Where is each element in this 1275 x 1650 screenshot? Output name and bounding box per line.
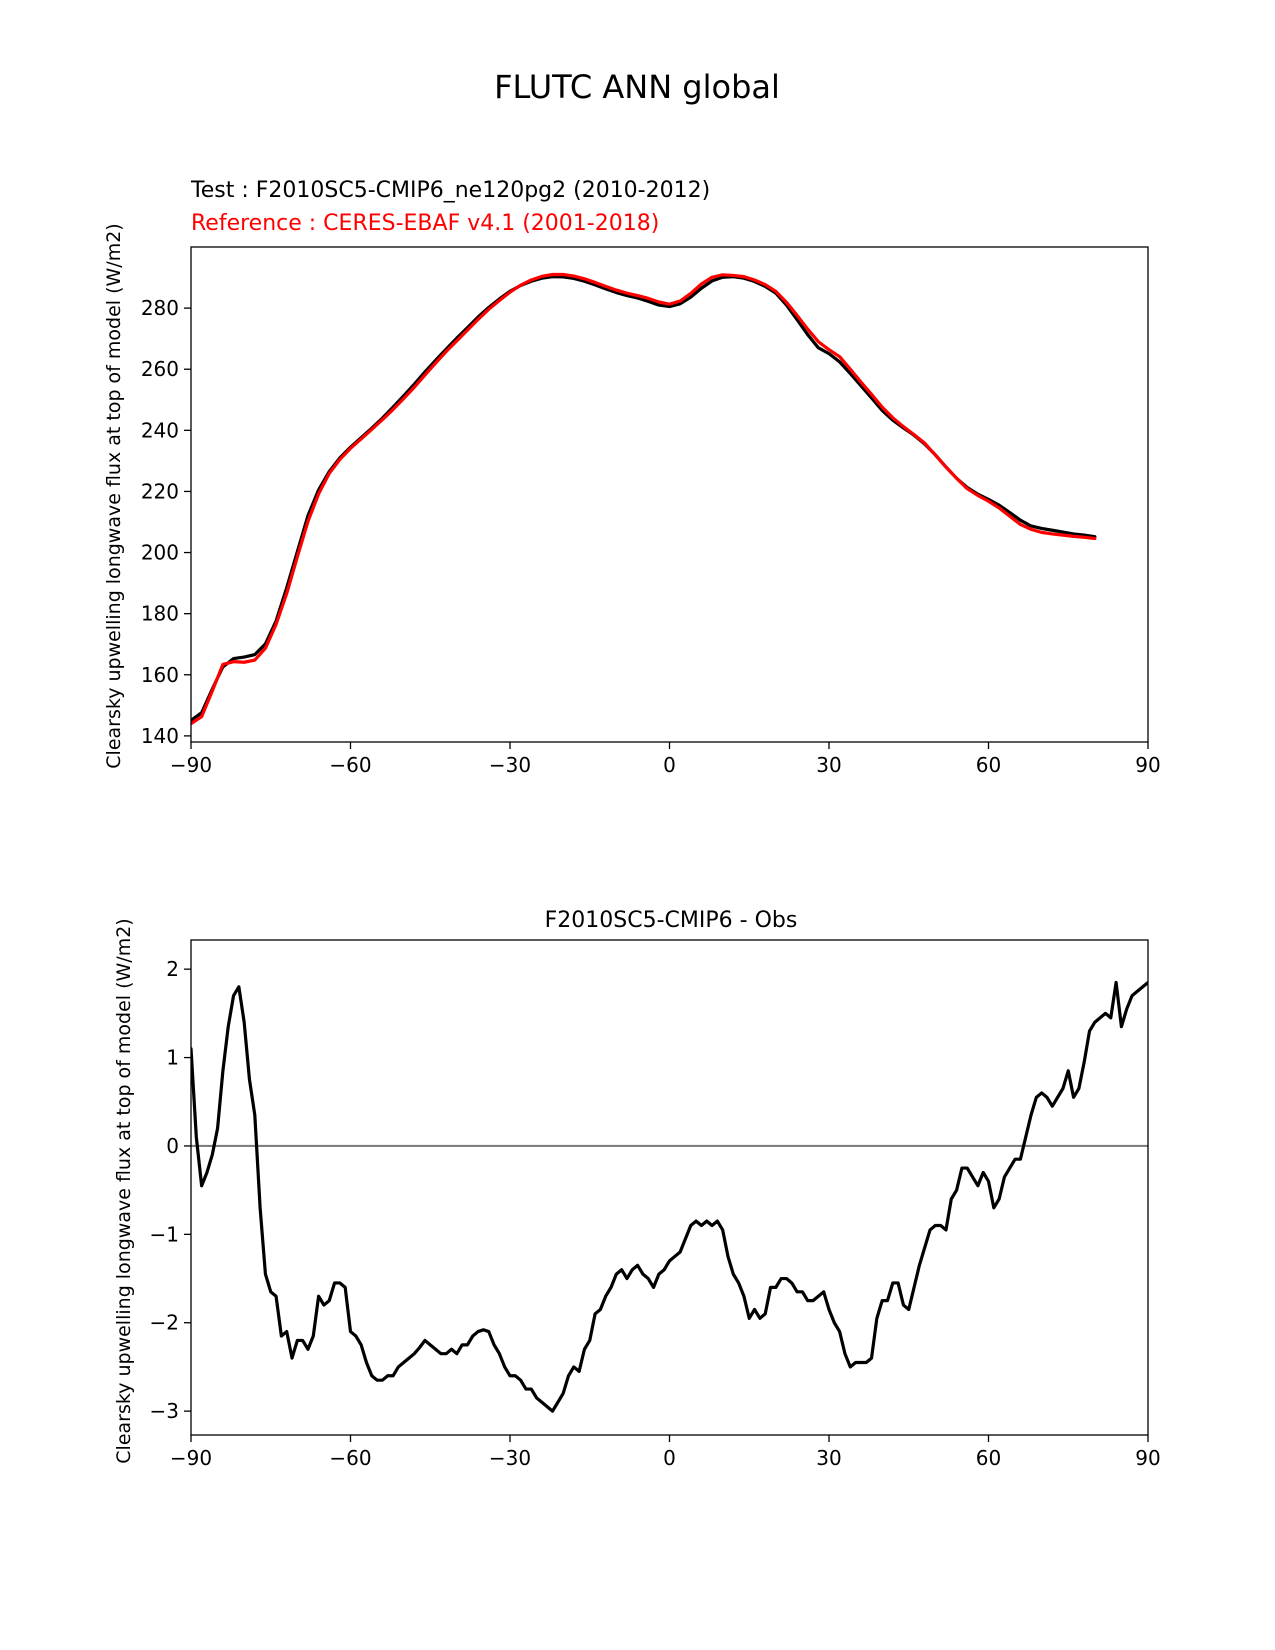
x-tick-label: 30	[816, 753, 841, 777]
panel-bottom: F2010SC5-CMIP6 - Obs Clearsky upwelling …	[113, 908, 1161, 1470]
y-tick-label: 200	[141, 541, 179, 565]
series-line-reference	[191, 272, 1097, 726]
x-tick-label: 60	[976, 1446, 1001, 1470]
y-tick-label: 0	[166, 1134, 179, 1158]
x-tick-label: −60	[329, 753, 371, 777]
y-tick-label: 240	[141, 418, 179, 442]
axes-frame	[190, 939, 1149, 1436]
series-group-bottom	[191, 980, 1148, 1413]
x-tick-label: −60	[329, 1446, 371, 1470]
x-tick-label: 90	[1135, 753, 1160, 777]
series-line-test-obs	[191, 980, 1148, 1413]
x-tick-label: 0	[663, 1446, 676, 1470]
figure-title: FLUTC ANN global	[494, 68, 780, 106]
y-tick-label: 2	[166, 957, 179, 981]
x-tick-label: 90	[1135, 1446, 1160, 1470]
series-group-top	[191, 272, 1097, 726]
axes-top: −90 −60 −30 0 30 60 90 140 160 180 200 220 240 260 280	[141, 246, 1161, 777]
x-tick-label: −90	[170, 1446, 212, 1470]
x-tick-label: −90	[170, 753, 212, 777]
y-tick-label: 140	[141, 724, 179, 748]
y-tick-label: 1	[166, 1046, 179, 1070]
y-tick-label: −3	[150, 1399, 179, 1423]
y-axis-label-top: Clearsky upwelling longwave flux at top …	[103, 223, 125, 768]
y-tick-label: 260	[141, 357, 179, 381]
x-tick-label: −30	[489, 753, 531, 777]
x-tick-label: 30	[816, 1446, 841, 1470]
y-tick-label: 280	[141, 296, 179, 320]
y-tick-label: 180	[141, 602, 179, 626]
panel-top: Test : F2010SC5-CMIP6_ne120pg2 (2010-201…	[103, 178, 1161, 777]
x-tick-label: −30	[489, 1446, 531, 1470]
y-tick-label: 160	[141, 663, 179, 687]
x-tick-label: 60	[976, 753, 1001, 777]
difference-title: F2010SC5-CMIP6 - Obs	[545, 908, 798, 933]
reference-label: Reference : CERES-EBAF v4.1 (2001-2018)	[191, 211, 659, 236]
series-line-test	[191, 275, 1097, 722]
y-tick-label: 220	[141, 479, 179, 503]
test-label: Test : F2010SC5-CMIP6_ne120pg2 (2010-201…	[190, 178, 710, 203]
axes-bottom: −90 −60 −30 0 30 60 90 −3 −2 −1 0 1 2	[150, 939, 1161, 1470]
axes-frame	[190, 246, 1149, 743]
y-tick-label: −1	[150, 1222, 179, 1246]
x-tick-label: 0	[663, 753, 676, 777]
y-axis-label-bottom: Clearsky upwelling longwave flux at top …	[113, 918, 135, 1463]
y-tick-label: −2	[150, 1311, 179, 1335]
